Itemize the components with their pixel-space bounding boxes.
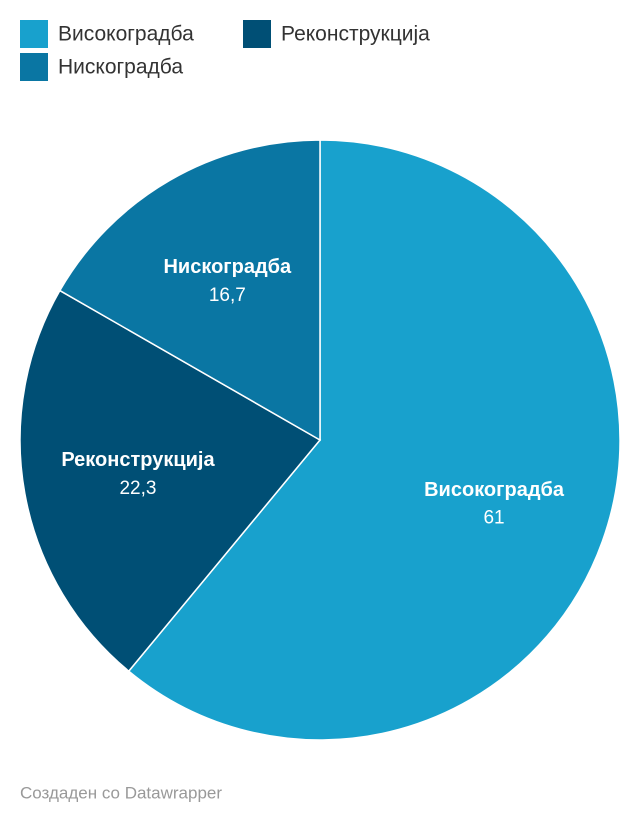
legend-label: Нискоградба [58, 56, 183, 79]
legend-label: Реконструкција [281, 23, 430, 46]
slice-name: Реконструкција [61, 449, 215, 471]
slice-name: Високоградба [424, 479, 565, 501]
pie-slice [127, 139, 621, 741]
footer: Создаден со Datawrapper [20, 783, 222, 802]
slice-value: 16,7 [209, 285, 246, 306]
slice-value: 61 [483, 508, 504, 529]
legend-label: Високоградба [58, 23, 194, 46]
legend-swatch [20, 20, 48, 48]
slice-name: Нискоградба [163, 256, 292, 278]
legend-swatch [243, 20, 271, 48]
slice-value: 22,3 [119, 478, 156, 499]
legend-swatch [20, 53, 48, 81]
pie-slice [58, 139, 321, 442]
pie-slice [19, 289, 322, 673]
